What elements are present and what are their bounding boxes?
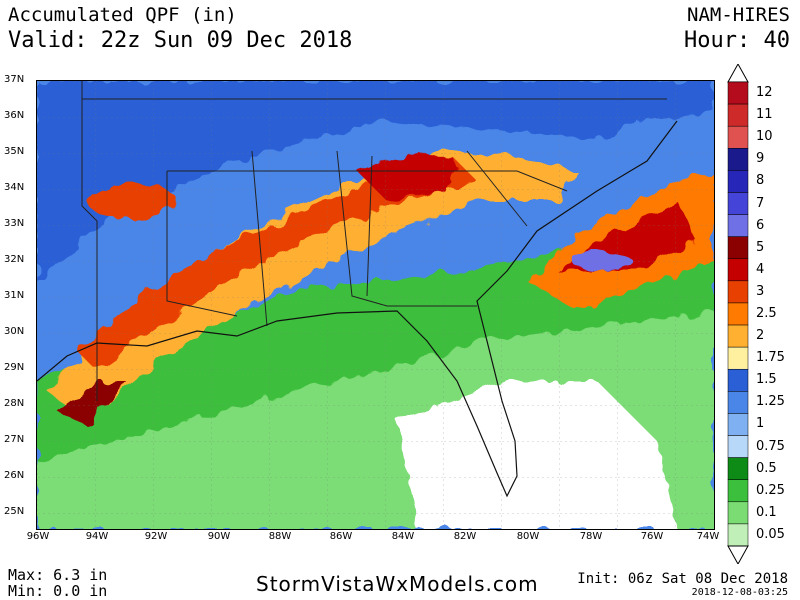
- init-time: Init: 06z Sat 08 Dec 2018: [577, 571, 788, 587]
- map-graphic: [37, 81, 714, 529]
- legend-swatch: [727, 413, 749, 436]
- forecast-hour: Hour: 40: [684, 28, 790, 53]
- lat-label: 35N: [4, 146, 25, 157]
- map-title: Accumulated QPF (in): [8, 4, 237, 26]
- legend-label: 0.05: [756, 526, 785, 542]
- legend-label: 5: [756, 239, 765, 255]
- legend-swatch: [727, 523, 749, 547]
- legend-label: 8: [756, 173, 765, 189]
- legend-swatch: [727, 280, 749, 304]
- legend-swatch: [727, 103, 749, 127]
- legend-label: 7: [756, 195, 765, 211]
- legend-label: 10: [756, 129, 773, 145]
- legend-label: 0.5: [756, 460, 777, 476]
- state-borders: [81, 81, 667, 401]
- legend-swatch: [727, 236, 749, 260]
- lon-label: 90W: [207, 531, 231, 542]
- legend-swatch: [727, 81, 749, 105]
- legend-colorbar: [727, 64, 749, 564]
- legend-label: 11: [756, 107, 773, 123]
- lat-label: 33N: [4, 218, 25, 229]
- lon-label: 76W: [640, 531, 664, 542]
- lon-label: 88W: [268, 531, 292, 542]
- legend-label: 1.25: [756, 394, 785, 410]
- lon-label: 78W: [579, 531, 603, 542]
- legend-swatch: [727, 170, 749, 193]
- legend-label: 3: [756, 283, 765, 299]
- legend-label: 6: [756, 217, 765, 233]
- site-name: StormVistaWxModels.com: [256, 572, 539, 596]
- lat-label: 34N: [4, 182, 25, 193]
- legend-label: 9: [756, 151, 765, 167]
- legend-label: 1.5: [756, 372, 777, 388]
- legend-swatch: [727, 368, 749, 392]
- lat-label: 30N: [4, 326, 25, 337]
- lon-label: 92W: [144, 531, 168, 542]
- legend-swatch: [727, 479, 749, 503]
- legend-label: 2: [756, 328, 765, 344]
- coastline: [37, 120, 678, 498]
- lon-label: 74W: [696, 531, 720, 542]
- legend-swatch: [727, 457, 749, 480]
- legend-arrow-down: [727, 545, 749, 564]
- legend-swatch: [727, 192, 749, 215]
- lat-label: 25N: [4, 506, 25, 517]
- precip-map: [36, 80, 715, 530]
- legend-label: 4: [756, 261, 765, 277]
- legend-swatch: [727, 391, 749, 414]
- legend-swatch: [727, 214, 749, 237]
- legend-swatch: [727, 324, 749, 348]
- legend-swatch: [727, 125, 749, 149]
- lat-label: 32N: [4, 254, 25, 265]
- lat-label: 28N: [4, 398, 25, 409]
- legend-swatch: [727, 302, 749, 326]
- lat-label: 29N: [4, 362, 25, 373]
- legend-swatch: [727, 501, 749, 525]
- legend-swatch: [727, 148, 749, 171]
- legend-swatch: [727, 435, 749, 458]
- lon-label: 96W: [26, 531, 50, 542]
- legend-label: 2.5: [756, 306, 777, 321]
- lon-label: 84W: [391, 531, 415, 542]
- timestamp: 2018-12-08-03:25: [691, 587, 788, 598]
- lon-label: 82W: [453, 531, 477, 542]
- lat-label: 37N: [4, 74, 25, 85]
- lat-label: 26N: [4, 470, 25, 481]
- legend-label: 12: [756, 85, 773, 101]
- legend-swatch: [727, 346, 749, 370]
- valid-time: Valid: 22z Sun 09 Dec 2018: [8, 28, 353, 53]
- legend-label: 0.1: [756, 504, 777, 520]
- legend-label: 0.75: [756, 438, 785, 454]
- model-name: NAM-HIRES: [687, 4, 790, 26]
- legend-swatch: [727, 258, 749, 282]
- lat-label: 36N: [4, 110, 25, 121]
- legend-label: 0.25: [756, 482, 785, 498]
- legend-label: 1.75: [756, 350, 785, 366]
- min-value: Min: 0.0 in: [8, 582, 108, 600]
- legend-arrow-up: [727, 64, 749, 83]
- legend-label: 1: [756, 416, 765, 432]
- max-value: Max: 6.3 in: [8, 566, 108, 584]
- lat-label: 27N: [4, 434, 25, 445]
- lat-label: 31N: [4, 290, 25, 301]
- lon-label: 86W: [329, 531, 353, 542]
- lat-lon-grid: [37, 81, 714, 529]
- lon-label: 94W: [85, 531, 109, 542]
- lon-label: 80W: [516, 531, 540, 542]
